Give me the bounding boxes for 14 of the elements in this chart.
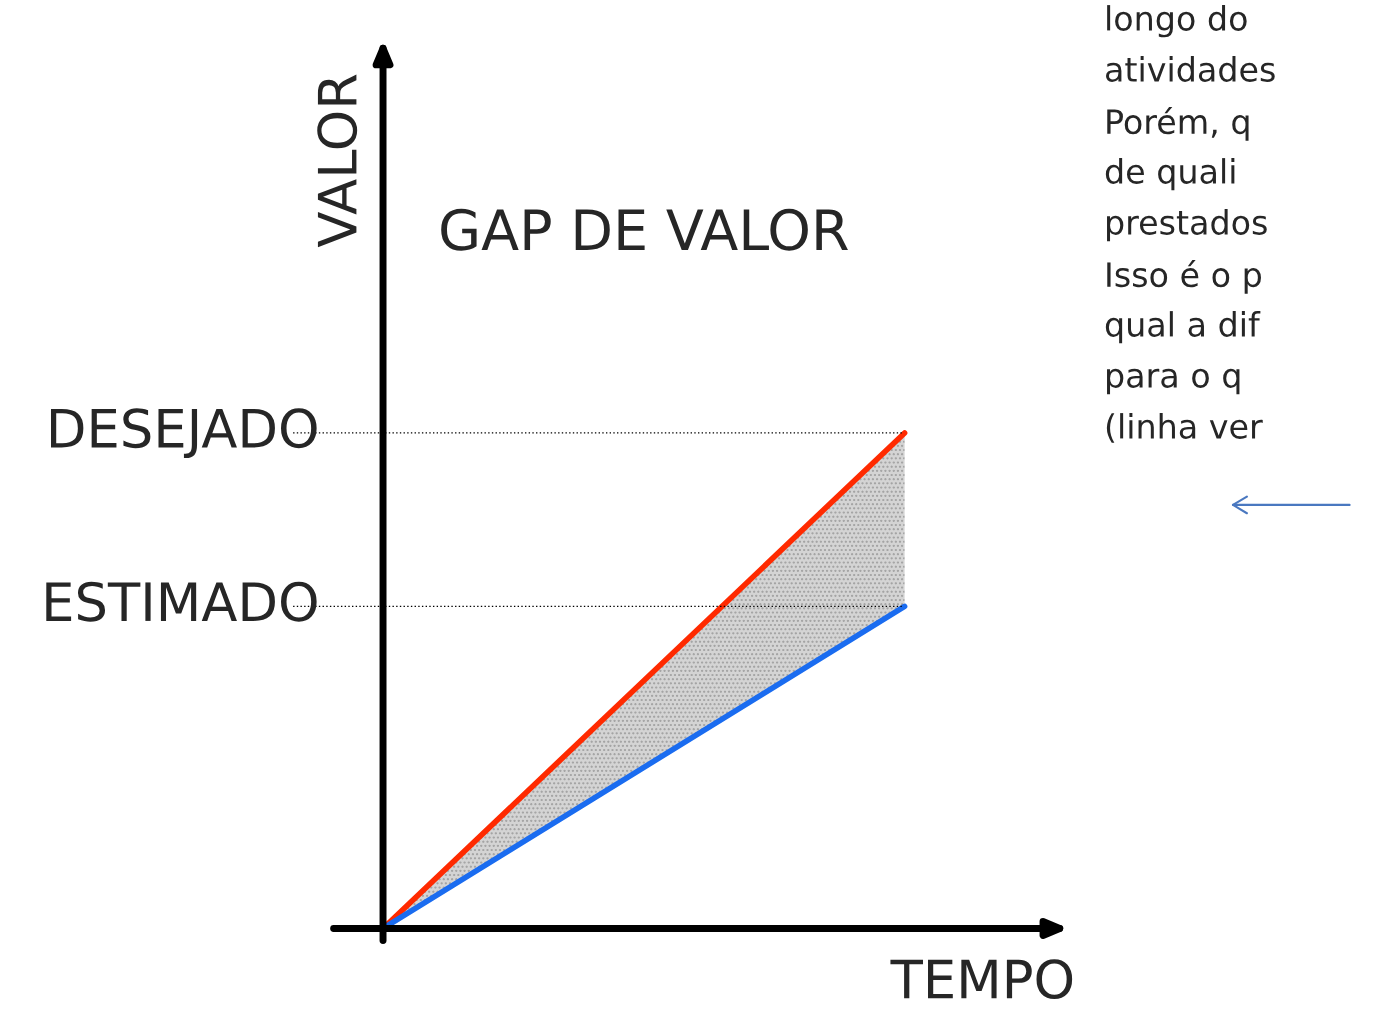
text: qual a dif bbox=[1105, 311, 1261, 344]
annotation: (linha ver bbox=[1106, 413, 1263, 443]
text: prestados bbox=[1107, 209, 1267, 242]
ref-line-label: DESEJADO bbox=[51, 408, 317, 459]
chart-title: GAP DE VALOR bbox=[441, 208, 848, 251]
text: Porém, q bbox=[1107, 107, 1249, 141]
text: Isso é o p bbox=[1107, 260, 1261, 294]
text: para o q bbox=[1107, 368, 1240, 395]
text: de quali bbox=[1105, 158, 1235, 191]
text: longo do bbox=[1107, 5, 1247, 38]
text: atividades bbox=[1106, 56, 1275, 82]
y-axis-title: VALOR bbox=[317, 74, 358, 248]
x-axis-title: TEMPO bbox=[890, 959, 1073, 1000]
ref-line-label: ESTIMADO bbox=[46, 581, 317, 622]
